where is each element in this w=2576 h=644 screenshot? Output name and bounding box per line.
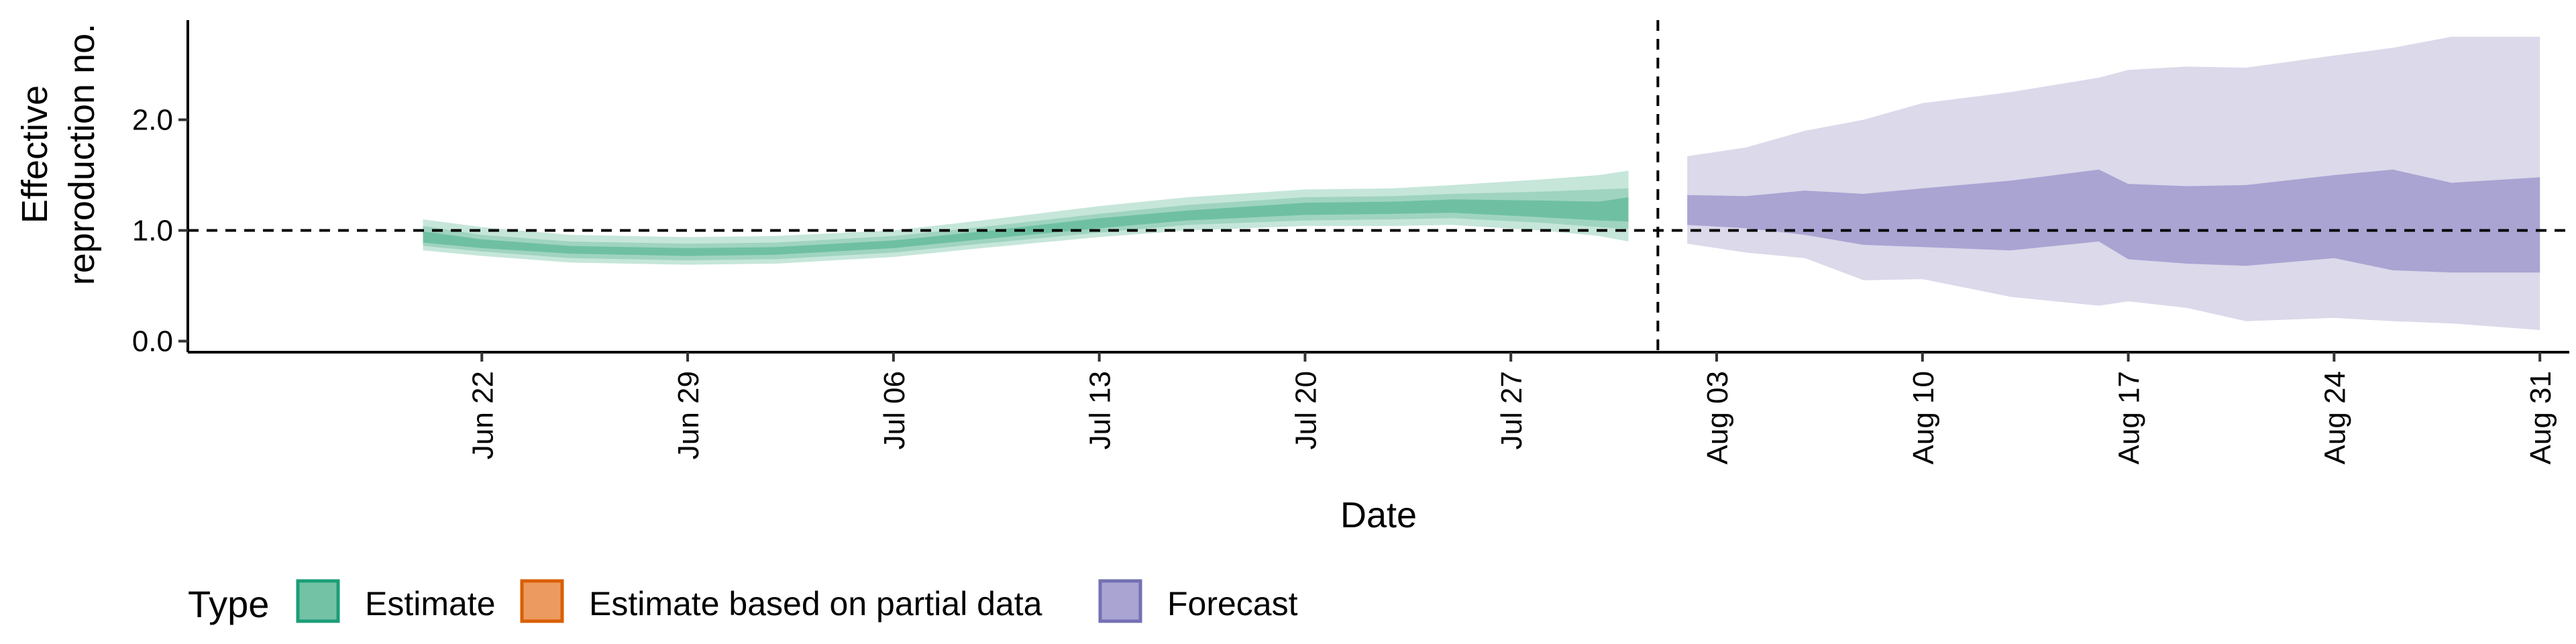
y-tick-label: 0.0 <box>132 325 173 358</box>
legend: Type Estimate Estimate based on partial d… <box>188 579 1298 625</box>
x-tick-label: Jul 27 <box>1495 371 1528 449</box>
x-tick-label: Aug 17 <box>2113 371 2146 464</box>
x-tick-label: Aug 10 <box>1907 371 1940 464</box>
x-tick-label: Jun 29 <box>672 371 705 460</box>
axes <box>186 20 2569 354</box>
y-axis-title: Effective reproduction no. <box>15 23 102 285</box>
legend-label: Forecast <box>1167 585 1298 623</box>
x-axis-ticks: Jun 22 Jun 29 Jul 06 Jul 13 Jul 20 Jul 27 Aug … <box>466 352 2557 464</box>
x-tick-label: Aug 24 <box>2318 371 2351 464</box>
y-axis-title-line-2: reproduction no. <box>62 23 102 285</box>
x-tick-label: Jun 22 <box>466 371 499 460</box>
x-tick-label: Jul 20 <box>1289 371 1322 449</box>
legend-key-estimate-based-on-partial-data <box>520 579 564 623</box>
x-axis-title: Date <box>1340 495 1417 535</box>
x-tick-label: Jul 06 <box>878 371 911 449</box>
x-tick-label: Aug 31 <box>2524 371 2557 464</box>
y-tick-label: 1.0 <box>132 215 173 248</box>
legend-key-forecast <box>1098 579 1142 623</box>
y-tick-label: 2.0 <box>132 104 173 137</box>
legend-label: Estimate <box>365 585 496 623</box>
band-layer <box>423 36 2540 330</box>
estimate-outer-band <box>423 170 1629 265</box>
legend-key-estimate <box>296 579 340 623</box>
y-axis-title-line-1: Effective <box>15 85 55 223</box>
x-tick-label: Jul 13 <box>1084 371 1117 449</box>
x-tick-label: Aug 03 <box>1701 371 1734 464</box>
legend-label: Estimate based on partial data <box>589 585 1042 623</box>
y-axis-ticks: 0.0 1.0 2.0 <box>132 104 188 358</box>
reference-lines <box>188 20 2569 352</box>
estimate-inner-band <box>423 197 1629 256</box>
legend-title: Type <box>188 583 269 625</box>
forecast-inner-band <box>1687 169 2540 273</box>
